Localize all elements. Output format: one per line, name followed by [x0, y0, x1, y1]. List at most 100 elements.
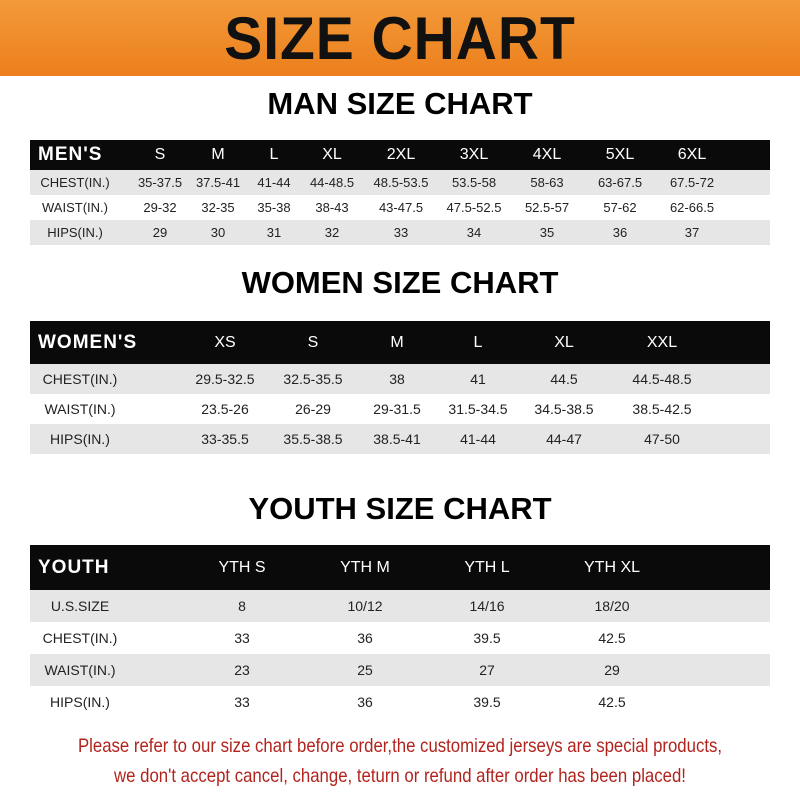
row-label: WAIST(IN.) [44, 662, 116, 678]
measurement-cell: 67.5-72 [669, 175, 715, 190]
table-row: U.S.SIZE 8 10/12 14/16 18/20 [30, 590, 770, 622]
women-header-label: WOMEN'S [38, 332, 138, 353]
measurement-cell: 32-35 [201, 200, 235, 215]
measurement-cell: 35-38 [257, 200, 291, 215]
measurement-cell: 47.5-52.5 [446, 200, 502, 215]
youth-section-title: YOUTH SIZE CHART [248, 491, 552, 526]
measurement-cell: 41-44 [460, 431, 496, 447]
row-label: HIPS(IN.) [50, 431, 110, 447]
size-column-header: 5XL [605, 146, 635, 163]
measurement-cell: 44-47 [546, 431, 582, 447]
women-size-table: WOMEN'S XS S M L XL XXL CHEST(IN.) 29.5-32.5 32.5… [30, 321, 770, 454]
measurement-cell: 52.5-57 [524, 200, 570, 215]
measurement-cell: 14/16 [469, 598, 505, 614]
measurement-cell: 29.5-32.5 [195, 371, 255, 387]
size-column-header: XXL [646, 334, 678, 351]
men-section-title: MAN SIZE CHART [267, 86, 533, 121]
measurement-cell: 44.5-48.5 [632, 371, 692, 387]
measurement-cell: 31 [266, 225, 282, 240]
size-column-header: S [307, 334, 319, 351]
measurement-cell: 25 [357, 662, 373, 678]
measurement-cell: 23 [234, 662, 250, 678]
row-label: CHEST(IN.) [42, 371, 118, 387]
row-label: HIPS(IN.) [47, 225, 103, 240]
row-label: U.S.SIZE [50, 598, 110, 614]
measurement-cell: 43-47.5 [378, 200, 424, 215]
measurement-cell: 18/20 [594, 598, 630, 614]
table-row: CHEST(IN.) 29.5-32.5 32.5-35.5 38 41 44.5 44.5… [30, 364, 770, 394]
size-column-header: 2XL [386, 146, 416, 163]
size-column-header: L [473, 334, 483, 351]
measurement-cell: 30 [210, 225, 226, 240]
measurement-cell: 38.5-41 [373, 431, 421, 447]
measurement-cell: 29-31.5 [373, 401, 421, 417]
row-label: CHEST(IN.) [42, 630, 118, 646]
measurement-cell: 38.5-42.5 [632, 401, 692, 417]
measurement-cell: 34.5-38.5 [534, 401, 594, 417]
size-column-header: YTH XL [583, 559, 641, 576]
measurement-cell: 58-63 [530, 175, 564, 190]
size-column-header: 3XL [459, 146, 489, 163]
measurement-cell: 33-35.5 [201, 431, 249, 447]
measurement-cell: 29 [604, 662, 620, 678]
measurement-cell: 36 [357, 630, 373, 646]
measurement-cell: 53.5-58 [451, 175, 497, 190]
measurement-cell: 36 [612, 225, 628, 240]
measurement-cell: 44-48.5 [309, 175, 355, 190]
measurement-cell: 42.5 [598, 694, 626, 710]
measurement-cell: 47-50 [644, 431, 680, 447]
measurement-cell: 48.5-53.5 [373, 175, 429, 190]
measurement-cell: 62-66.5 [669, 200, 715, 215]
measurement-cell: 32.5-35.5 [283, 371, 343, 387]
measurement-cell: 37 [684, 225, 700, 240]
men-header-label: MEN'S [38, 144, 103, 165]
size-column-header: XS [214, 334, 236, 351]
youth-header-row: YOUTH YTH S YTH M YTH L YTH XL [30, 545, 770, 590]
size-column-header: YTH M [340, 559, 390, 576]
table-row: WAIST(IN.) 23.5-26 26-29 29-31.5 31.5-34.5 34… [30, 394, 770, 424]
row-label: CHEST(IN.) [40, 175, 110, 190]
measurement-cell: 37.5-41 [195, 175, 241, 190]
measurement-cell: 32 [324, 225, 340, 240]
size-column-header: YTH S [218, 559, 266, 576]
size-column-header: YTH L [464, 559, 510, 576]
size-column-header: 4XL [532, 146, 562, 163]
youth-size-table: YOUTH YTH S YTH M YTH L YTH XL U.S.SIZE 8 10/12… [30, 545, 770, 718]
measurement-cell: 35 [539, 225, 555, 240]
measurement-cell: 29 [152, 225, 168, 240]
measurement-cell: 8 [238, 598, 246, 614]
table-row: WAIST(IN.) 23 25 27 29 [30, 654, 770, 686]
measurement-cell: 39.5 [473, 694, 501, 710]
measurement-cell: 23.5-26 [201, 401, 249, 417]
measurement-cell: 41-44 [257, 175, 291, 190]
women-section-title: WOMEN SIZE CHART [241, 265, 559, 300]
size-column-header: XL [554, 334, 574, 351]
measurement-cell: 29-32 [143, 200, 177, 215]
title-banner: SIZE CHART [0, 0, 800, 76]
measurement-cell: 38-43 [315, 200, 349, 215]
measurement-cell: 35-37.5 [137, 175, 183, 190]
youth-header-label: YOUTH [38, 557, 110, 578]
measurement-cell: 63-67.5 [597, 175, 643, 190]
table-row: CHEST(IN.) 35-37.5 37.5-41 41-44 44-48.5 48.5… [30, 170, 770, 195]
men-header-row: MEN'S S M L XL 2XL 3XL 4XL 5XL 6XL [30, 140, 770, 170]
notice-line-2: we don't accept cancel, change, teturn o… [114, 765, 686, 787]
size-column-header: S [154, 146, 166, 163]
measurement-cell: 41 [470, 371, 486, 387]
measurement-cell: 44.5 [550, 371, 578, 387]
page-title: SIZE CHART [224, 5, 576, 72]
table-row: HIPS(IN.) 33 36 39.5 42.5 [30, 686, 770, 718]
table-row: HIPS(IN.) 33-35.5 35.5-38.5 38.5-41 41-44 44-… [30, 424, 770, 454]
men-size-table: MEN'S S M L XL 2XL 3XL 4XL 5XL 6XL CHEST(IN.) 35-37… [30, 140, 770, 245]
measurement-cell: 42.5 [598, 630, 626, 646]
size-column-header: XL [322, 146, 342, 163]
row-label: WAIST(IN.) [42, 200, 108, 215]
row-label: HIPS(IN.) [50, 694, 110, 710]
size-column-header: M [390, 334, 404, 351]
size-column-header: L [269, 146, 279, 163]
size-column-header: 6XL [677, 146, 707, 163]
measurement-cell: 38 [389, 371, 405, 387]
measurement-cell: 33 [393, 225, 409, 240]
table-row: WAIST(IN.) 29-32 32-35 35-38 38-43 43-47.5 47.… [30, 195, 770, 220]
measurement-cell: 35.5-38.5 [283, 431, 343, 447]
